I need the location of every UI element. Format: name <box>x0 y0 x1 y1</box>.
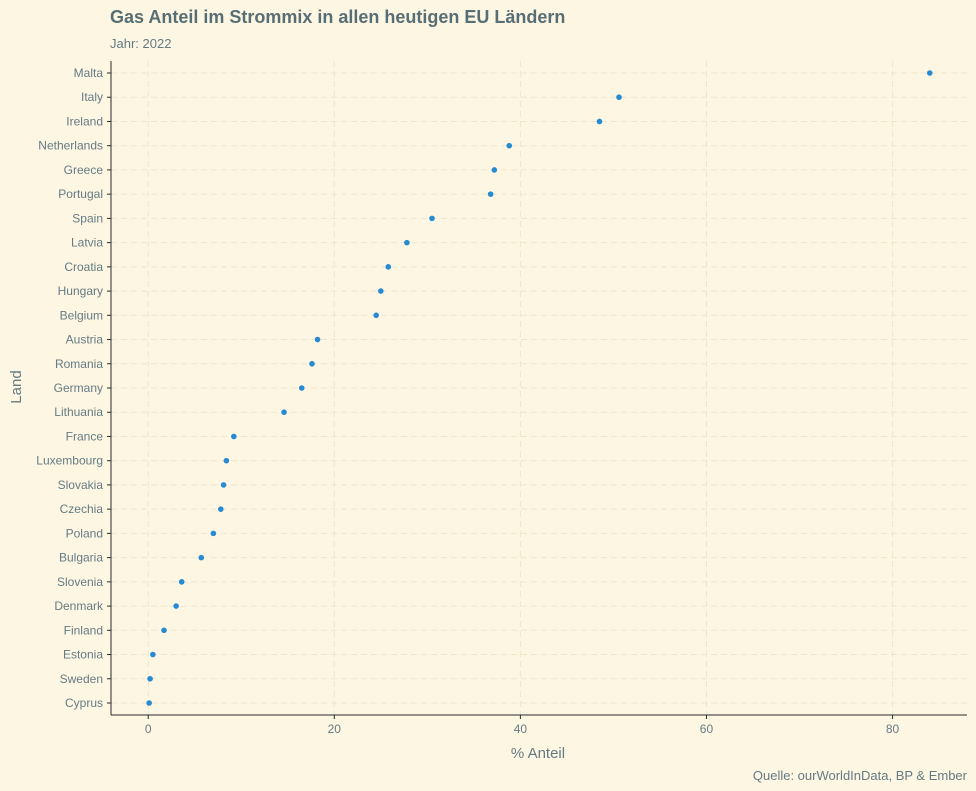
y-tick-label-hungary: Hungary <box>58 284 103 298</box>
x-tick-label: 40 <box>514 722 528 736</box>
axes <box>110 61 967 716</box>
data-point-poland <box>210 530 217 537</box>
y-tick-label-czechia: Czechia <box>60 502 104 516</box>
data-point-luxembourg <box>223 457 230 464</box>
x-axis-ticks: 0 20 40 60 80 <box>145 715 900 736</box>
data-point-bulgaria <box>198 554 205 561</box>
data-point-croatia <box>385 264 392 270</box>
x-tick-label: 80 <box>886 722 900 736</box>
data-point-latvia <box>404 239 410 246</box>
data-point-slovenia <box>178 579 185 585</box>
y-tick-label-ireland: Ireland <box>66 114 103 128</box>
y-tick-label-belgium: Belgium <box>60 308 103 322</box>
data-point-finland <box>161 627 167 634</box>
y-tick-label-sweden: Sweden <box>60 672 103 686</box>
data-point-france <box>231 433 237 440</box>
y-tick-label-netherlands: Netherlands <box>38 139 103 153</box>
y-tick-label-germany: Germany <box>54 381 103 395</box>
chart-caption: Quelle: ourWorldInData, BP & Ember <box>753 768 968 783</box>
y-tick-label-luxembourg: Luxembourg <box>36 454 103 468</box>
y-tick-label-bulgaria: Bulgaria <box>59 551 103 565</box>
y-tick-label-estonia: Estonia <box>63 648 103 662</box>
chart-title: Gas Anteil im Strommix in allen heutigen… <box>110 7 565 27</box>
y-tick-label-slovakia: Slovakia <box>58 478 104 492</box>
y-tick-label-france: France <box>66 429 104 443</box>
x-axis-title: % Anteil <box>511 745 565 762</box>
data-point-greece <box>491 167 498 173</box>
chart-subtitle: Jahr: 2022 <box>110 36 171 51</box>
data-point-czechia <box>217 506 224 512</box>
data-point-cyprus <box>146 700 152 706</box>
y-tick-label-greece: Greece <box>64 163 104 177</box>
x-tick-label: 60 <box>700 722 714 736</box>
data-point-hungary <box>378 288 384 294</box>
y-tick-label-slovenia: Slovenia <box>57 575 103 589</box>
y-tick-label-denmark: Denmark <box>54 599 104 613</box>
y-tick-label-romania: Romania <box>55 357 103 371</box>
y-tick-label-malta: Malta <box>74 66 104 80</box>
data-point-italy <box>616 94 622 101</box>
data-point-spain <box>429 215 435 222</box>
y-tick-label-croatia: Croatia <box>64 260 103 274</box>
data-point-portugal <box>487 191 494 197</box>
x-tick-label: 0 <box>145 722 152 736</box>
grid <box>111 61 967 715</box>
data-point-sweden <box>147 675 153 682</box>
data-points <box>146 70 933 706</box>
data-point-lithuania <box>281 409 287 416</box>
y-tick-label-latvia: Latvia <box>71 236 103 250</box>
data-point-denmark <box>173 603 179 609</box>
x-tick-label: 20 <box>328 722 342 736</box>
y-tick-label-spain: Spain <box>72 211 103 225</box>
data-point-estonia <box>150 651 156 658</box>
y-tick-label-italy: Italy <box>81 90 103 104</box>
y-tick-label-finland: Finland <box>64 623 103 637</box>
data-point-romania <box>309 360 315 367</box>
data-point-ireland <box>596 118 603 125</box>
data-point-malta <box>926 70 933 76</box>
y-tick-label-poland: Poland <box>66 526 103 540</box>
data-point-netherlands <box>506 142 513 149</box>
y-tick-label-portugal: Portugal <box>58 187 103 201</box>
y-tick-label-lithuania: Lithuania <box>54 405 103 419</box>
data-point-slovakia <box>220 482 227 488</box>
data-point-germany <box>298 385 305 391</box>
data-point-belgium <box>373 312 379 319</box>
y-axis-title: Land <box>8 370 25 403</box>
y-axis-ticks: Malta Italy Ireland Netherlands Greece Portug… <box>36 66 111 710</box>
y-tick-label-cyprus: Cyprus <box>65 696 103 710</box>
data-point-austria <box>314 336 321 343</box>
y-tick-label-austria: Austria <box>66 333 104 347</box>
